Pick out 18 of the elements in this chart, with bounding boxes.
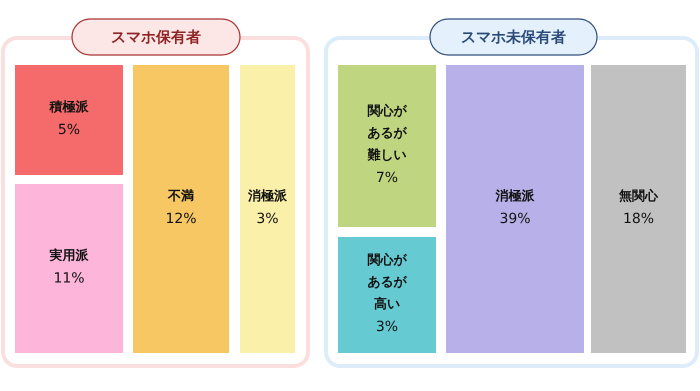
data-label: 18% [622, 211, 654, 227]
text: スマホ未保有者 [461, 28, 566, 46]
data-label: 3% [376, 319, 398, 335]
category-label: 積極派 [48, 99, 90, 115]
category-label: 無関心 [618, 188, 659, 204]
text: スマホ保有者 [111, 28, 201, 46]
data-label: 39% [499, 211, 531, 227]
category-label: 消極派 [247, 188, 288, 204]
data-label: 12% [165, 211, 197, 227]
data-label: 7% [376, 170, 398, 186]
category-label: 消極派 [494, 188, 536, 204]
data-label: 11% [53, 270, 85, 286]
category-label: 不満 [167, 189, 194, 204]
data-label: 3% [256, 211, 279, 227]
category-label: 関心があるが高い [368, 252, 408, 312]
category-label: 実用派 [48, 248, 90, 264]
category-label: 関心があるが難しい [366, 103, 408, 163]
data-label: 5% [58, 122, 80, 138]
